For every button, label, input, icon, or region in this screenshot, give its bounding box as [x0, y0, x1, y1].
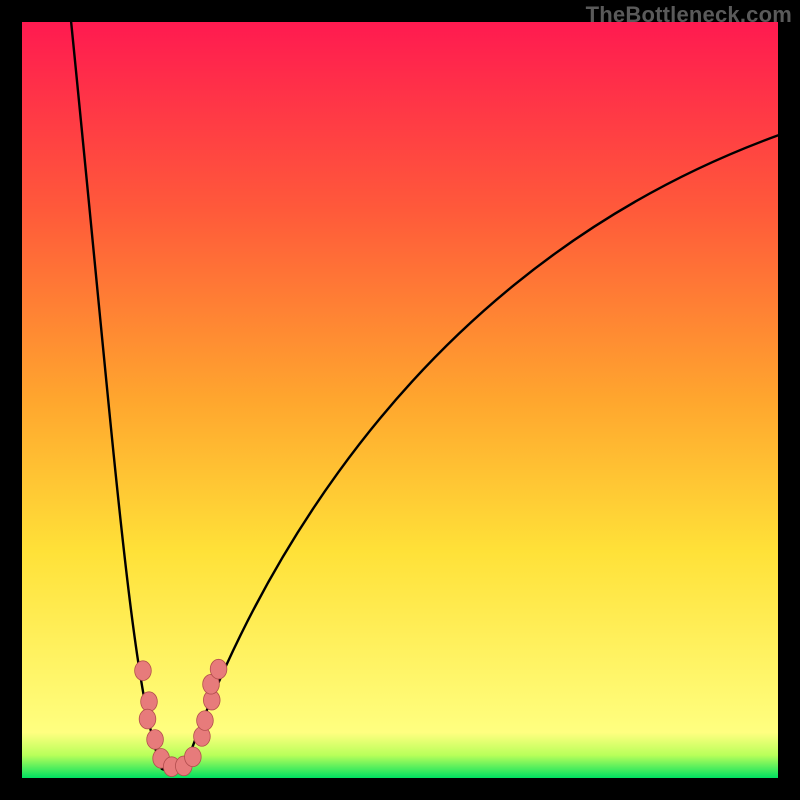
bottleneck-curve [71, 22, 778, 772]
data-marker [135, 661, 152, 681]
data-marker [139, 709, 156, 729]
data-marker [141, 692, 158, 712]
data-marker [185, 747, 202, 767]
chart-frame: TheBottleneck.com [0, 0, 800, 800]
plot-gradient-area [22, 22, 778, 778]
data-marker [197, 711, 214, 731]
data-marker [147, 730, 164, 750]
data-marker [210, 659, 227, 679]
watermark-text: TheBottleneck.com [586, 2, 792, 28]
chart-svg-layer [22, 22, 778, 778]
